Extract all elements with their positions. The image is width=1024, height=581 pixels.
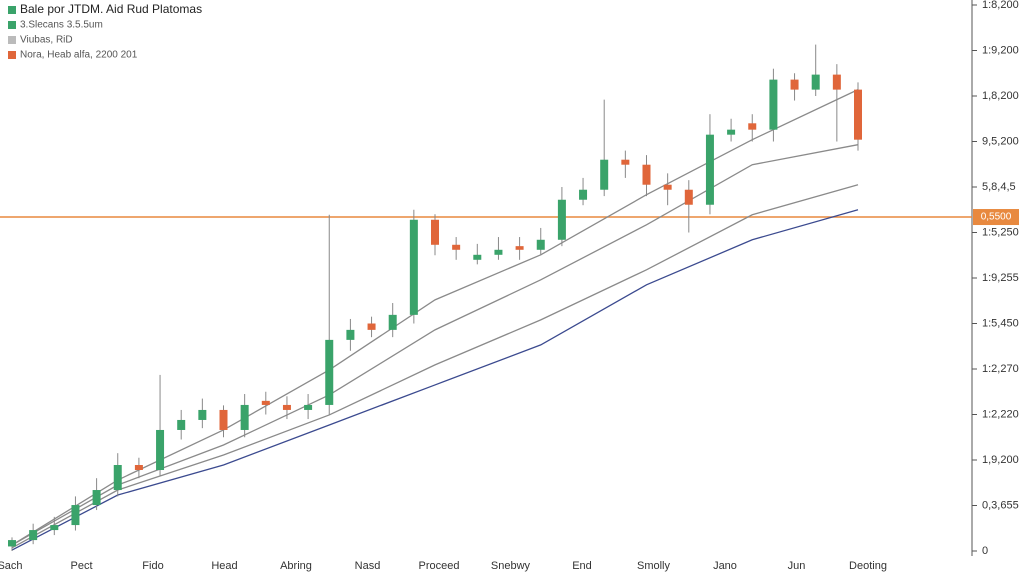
candle-body xyxy=(177,419,186,430)
candle-body xyxy=(621,159,630,165)
y-tick-label: 1,9,200 xyxy=(982,454,1019,466)
y-tick-label: 1:2,270 xyxy=(982,363,1019,375)
candle-body xyxy=(642,164,651,185)
candle-body xyxy=(600,159,609,190)
x-tick-label: Head xyxy=(211,560,237,572)
legend-swatch xyxy=(8,36,16,44)
y-tick-label: 1:9,255 xyxy=(982,272,1019,284)
x-tick-label: Deoting xyxy=(849,560,887,572)
candle-body xyxy=(198,409,207,420)
y-tick-label: 0,3,655 xyxy=(982,499,1019,511)
candle-body xyxy=(240,404,249,430)
candle-body xyxy=(748,123,757,130)
legend-label: Viubas, RiD xyxy=(20,35,73,46)
y-tick-label: 1:2,220 xyxy=(982,408,1019,420)
candle-body xyxy=(705,134,714,205)
x-tick-label: Snebwy xyxy=(491,560,531,572)
x-tick-label: Jun xyxy=(788,560,806,572)
candle-body xyxy=(261,400,270,405)
legend-swatch xyxy=(8,21,16,29)
candle-body xyxy=(325,339,334,405)
candle-body xyxy=(134,465,143,471)
candle-body xyxy=(727,129,736,135)
candle-body xyxy=(219,409,228,430)
candle-body xyxy=(156,429,165,471)
candle-body xyxy=(282,404,291,410)
candle-body xyxy=(346,329,355,340)
candle-body xyxy=(832,74,841,90)
y-tick-label: 5,8,4,5 xyxy=(982,181,1016,193)
average-line xyxy=(11,184,859,549)
candle-body xyxy=(579,189,588,200)
candle-body xyxy=(8,540,16,547)
x-tick-label: Abring xyxy=(280,560,312,572)
candle-body xyxy=(431,219,439,245)
legend-swatch xyxy=(8,6,16,14)
candle-body xyxy=(557,199,566,240)
legend-label: Nora, Heab alfa, 2200 201 xyxy=(20,50,138,61)
x-tick-label: Sach xyxy=(0,560,23,572)
x-tick-label: Nasd xyxy=(355,560,381,572)
candle-body xyxy=(663,184,672,190)
legend-label: Bale por JTDM. Aid Rud Platomas xyxy=(20,2,202,16)
legend-swatch xyxy=(8,51,16,59)
candle-body xyxy=(92,490,101,506)
x-tick-label: Jano xyxy=(713,560,737,572)
candle-body xyxy=(515,246,524,250)
y-tick-label: 9,5,200 xyxy=(982,135,1019,147)
y-tick-label: 1,8,200 xyxy=(982,90,1019,102)
x-tick-label: Smolly xyxy=(637,560,671,572)
average-line xyxy=(11,89,859,546)
candle-body xyxy=(409,219,418,315)
legend-label: 3.Slecans 3.5.5um xyxy=(20,20,103,31)
candle-body xyxy=(854,89,862,140)
candle-body xyxy=(29,530,38,541)
y-tick-label: 1:9,200 xyxy=(982,44,1019,56)
candle-body xyxy=(536,239,545,250)
x-tick-label: Pect xyxy=(70,560,92,572)
y-tick-label: 1:5,450 xyxy=(982,317,1019,329)
x-tick-label: Fido xyxy=(142,560,163,572)
x-tick-label: Proceed xyxy=(419,560,460,572)
candle-body xyxy=(769,79,778,130)
candle-body xyxy=(304,404,313,410)
candle-body xyxy=(71,505,80,526)
candle-body xyxy=(684,189,693,205)
candle-body xyxy=(367,323,376,330)
candle-body xyxy=(494,249,503,255)
candle-body xyxy=(113,465,122,491)
candle-body xyxy=(388,314,397,330)
candle-body xyxy=(790,79,799,90)
level-label-box xyxy=(973,209,1019,226)
candle-body xyxy=(452,244,461,250)
y-tick-label: 1:8,200 xyxy=(982,0,1019,11)
candle-body xyxy=(473,254,482,260)
candle-body xyxy=(811,74,820,90)
candle-body xyxy=(50,525,59,531)
y-tick-label: 0 xyxy=(982,545,988,557)
y-tick-label: 1:5,250 xyxy=(982,226,1019,238)
average-line xyxy=(11,144,859,546)
level-label: 0,5500 xyxy=(981,212,1012,223)
average-line xyxy=(11,209,859,551)
x-tick-label: End xyxy=(572,560,592,572)
